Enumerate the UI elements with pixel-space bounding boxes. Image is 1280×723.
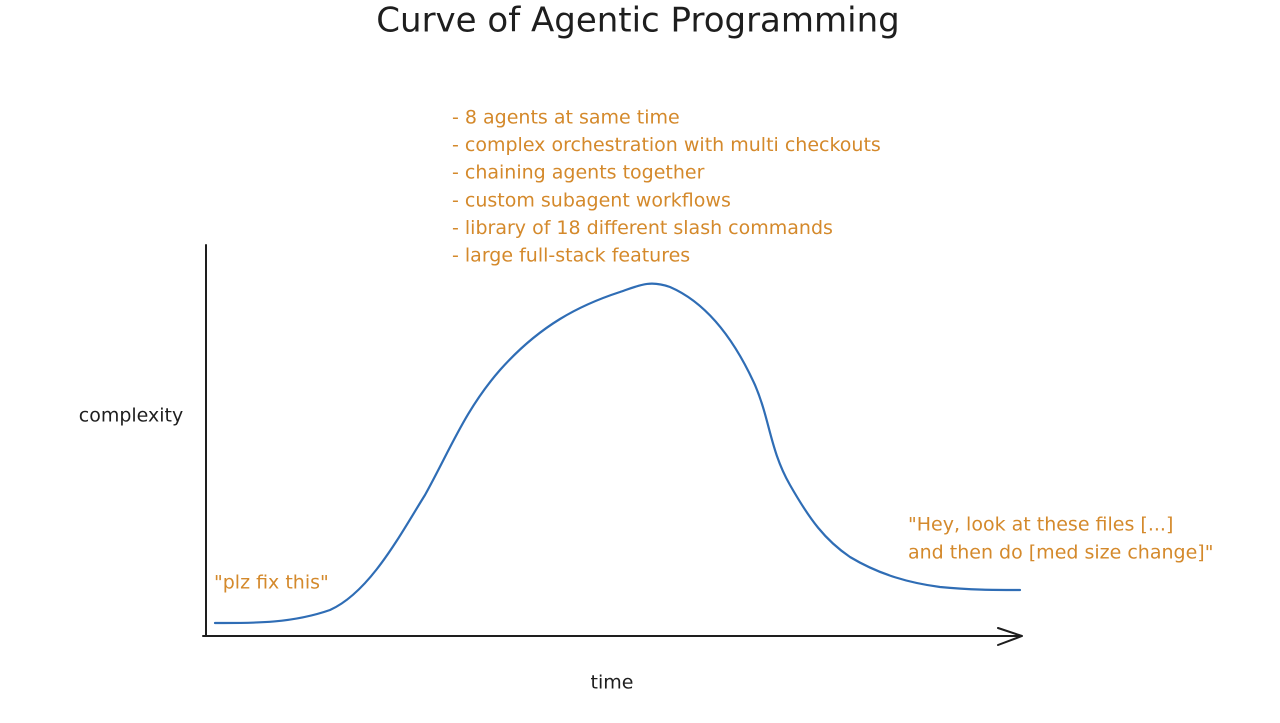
peak-note-line: - custom subagent workflows bbox=[452, 189, 731, 211]
peak-note-line: - complex orchestration with multi check… bbox=[452, 134, 881, 156]
peak-note-line: - chaining agents together bbox=[452, 162, 705, 184]
end-note-line: "Hey, look at these files [...] bbox=[908, 514, 1173, 536]
peak-note-line: - large full-stack features bbox=[452, 245, 690, 267]
peak-notes: - 8 agents at same time - complex orchest… bbox=[452, 107, 881, 267]
x-axis-label: time bbox=[591, 672, 634, 694]
end-notes: "Hey, look at these files [...] and then … bbox=[908, 514, 1213, 564]
title: Curve of Agentic Programming bbox=[376, 1, 899, 41]
curve bbox=[213, 282, 1022, 625]
end-note-line: and then do [med size change]" bbox=[908, 542, 1213, 564]
start-note: "plz fix this" bbox=[214, 572, 329, 594]
peak-note-line: - 8 agents at same time bbox=[452, 107, 680, 129]
peak-note-line: - library of 18 different slash commands bbox=[452, 217, 833, 239]
y-axis-label: complexity bbox=[79, 405, 184, 427]
x-axis-arrowhead bbox=[997, 627, 1023, 646]
